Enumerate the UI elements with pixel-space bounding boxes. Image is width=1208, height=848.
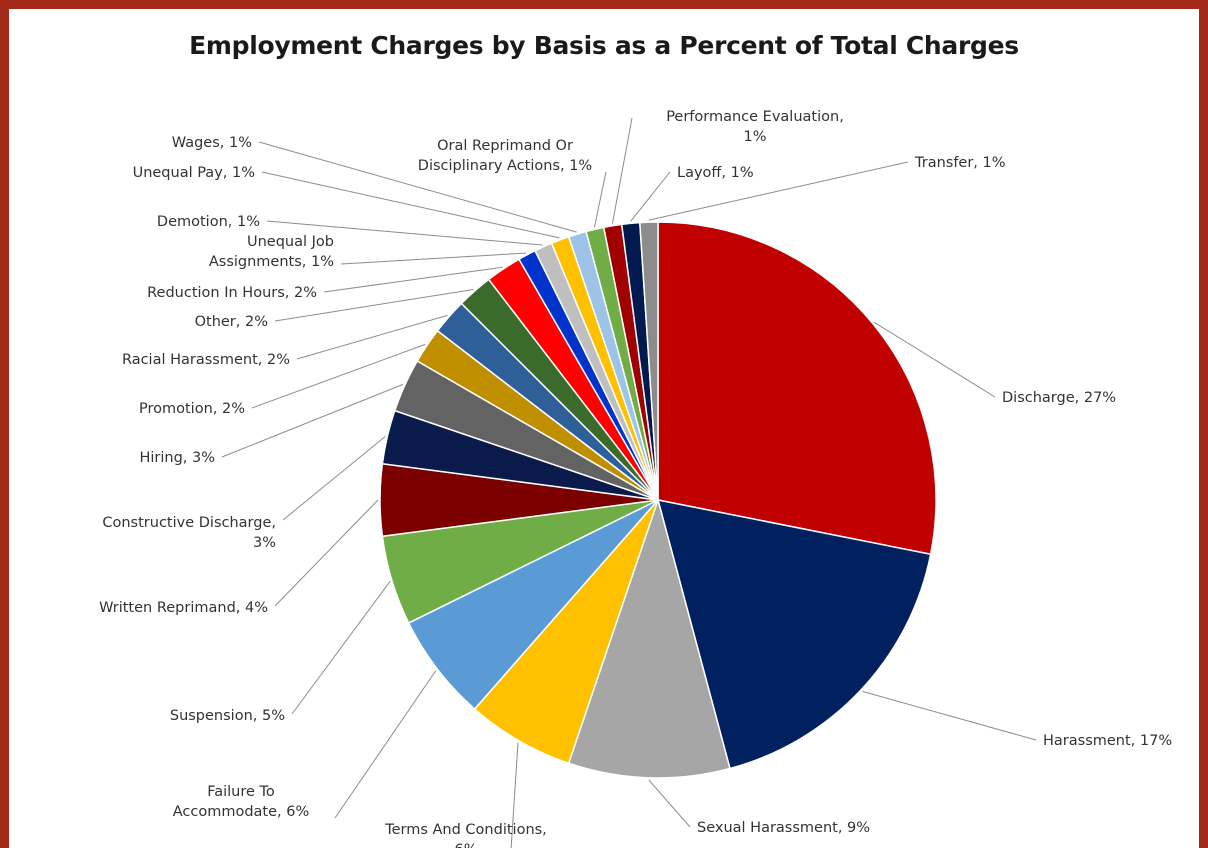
pie-slice-sexual-harassment-9	[567, 497, 731, 779]
slice-label-discharge-27: Discharge, 27%	[1002, 390, 1116, 406]
leader-line-oral-reprimand-or-disciplinary-actions-1	[593, 171, 607, 228]
leader-line-discharge-27	[874, 321, 996, 398]
leader-line-failure-to-accommodate-6	[334, 670, 437, 819]
leader-line-suspension-5	[291, 581, 391, 715]
slice-label-terms-and-conditions-6: Terms And Conditions,6%	[384, 822, 547, 848]
slice-label-failure-to-accommodate-6: Failure To Accommodate, 6%	[173, 784, 310, 820]
slice-label-wages-1: Wages, 1%	[172, 135, 252, 151]
leader-line-reduction-in-hours-2	[323, 266, 503, 293]
slice-label-unequal-job-assignments-1: Unequal Job Assignments, 1%	[209, 234, 334, 270]
slice-label-transfer-1: Transfer, 1%	[914, 155, 1006, 171]
leader-line-transfer-1	[648, 161, 909, 221]
leader-line-harassment-17	[862, 690, 1037, 741]
slice-label-written-reprimand-4: Written Reprimand, 4%	[99, 600, 268, 616]
slice-label-racial-harassment-2: Racial Harassment, 2%	[122, 352, 290, 368]
leader-line-unequal-pay-1	[261, 171, 560, 239]
pie-slice-discharge-27	[657, 221, 937, 556]
slice-label-hiring-3: Hiring, 3%	[139, 450, 215, 466]
leader-line-terms-and-conditions-6	[510, 742, 519, 848]
slice-label-unequal-pay-1: Unequal Pay, 1%	[133, 165, 255, 181]
leader-line-written-reprimand-4	[274, 499, 379, 607]
leader-line-constructive-discharge-3	[282, 436, 386, 521]
slice-label-reduction-in-hours-2: Reduction In Hours, 2%	[147, 285, 317, 301]
leader-line-other-2	[274, 289, 474, 322]
leader-line-performance-evaluation-1	[611, 117, 633, 224]
slice-label-promotion-2: Promotion, 2%	[139, 401, 245, 417]
leader-line-demotion-1	[266, 220, 543, 246]
leader-line-racial-harassment-2	[296, 314, 448, 360]
slice-label-oral-reprimand-or-disciplinary-actions-1: Oral Reprimand Or Disciplinary Actions, 1…	[418, 138, 592, 174]
leader-line-promotion-2	[251, 343, 426, 409]
leader-line-hiring-3	[221, 383, 404, 458]
slice-label-layoff-1: Layoff, 1%	[677, 165, 754, 181]
slice-label-suspension-5: Suspension, 5%	[170, 708, 285, 724]
chart-title: Employment Charges by Basis as a Percent…	[189, 31, 1019, 60]
pie-slice-transfer-1	[639, 221, 659, 501]
leader-line-unequal-job-assignments-1	[340, 252, 527, 265]
slice-label-sexual-harassment-9: Sexual Harassment, 9%	[697, 820, 870, 836]
leader-line-layoff-1	[630, 171, 671, 222]
leader-line-sexual-harassment-9	[648, 779, 691, 828]
slice-label-harassment-17: Harassment, 17%	[1043, 733, 1172, 749]
slice-label-constructive-discharge-3: Constructive Discharge, 3%	[102, 515, 276, 551]
pie-slice-harassment-17	[656, 499, 932, 770]
slice-label-demotion-1: Demotion, 1%	[157, 214, 260, 230]
slice-label-performance-evaluation-1: Performance Evaluation, 1%	[666, 109, 844, 145]
slice-label-other-2: Other, 2%	[195, 314, 268, 330]
leader-line-wages-1	[258, 141, 577, 233]
